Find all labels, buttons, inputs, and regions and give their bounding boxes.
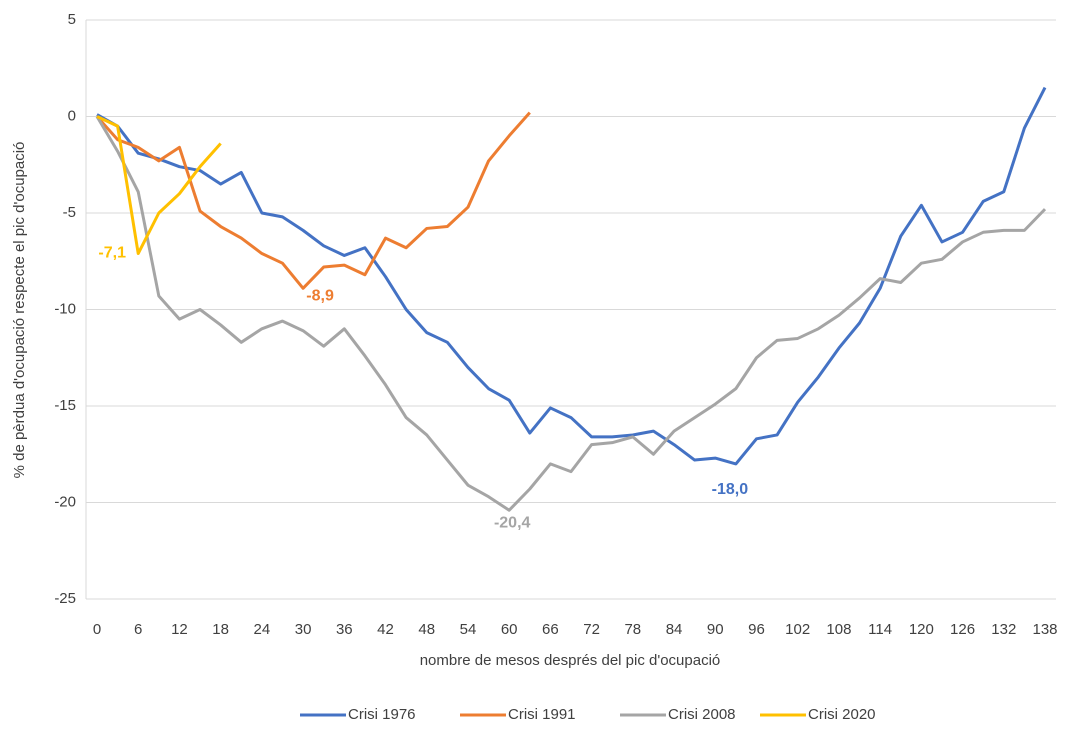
data-label: -18,0 xyxy=(712,481,749,498)
x-tick-label: 108 xyxy=(826,621,851,638)
x-tick-label: 36 xyxy=(336,621,353,638)
x-tick-label: 12 xyxy=(171,621,188,638)
y-tick-label: -20 xyxy=(54,493,76,510)
y-tick-label: 0 xyxy=(68,107,76,124)
x-tick-label: 120 xyxy=(909,621,934,638)
x-tick-label: 24 xyxy=(254,621,271,638)
y-tick-label: -15 xyxy=(54,397,76,414)
data-label: -7,1 xyxy=(98,245,126,262)
x-tick-label: 48 xyxy=(418,621,435,638)
series-line xyxy=(96,115,222,256)
y-axis-title: % de pèrdua d'ocupació respecte el pic d… xyxy=(11,142,28,479)
y-tick-label: -5 xyxy=(63,204,76,221)
data-label: -8,9 xyxy=(306,287,334,304)
series-line xyxy=(95,115,1047,512)
x-tick-label: 54 xyxy=(460,621,477,638)
x-axis-title: nombre de mesos després del pic d'ocupac… xyxy=(420,652,721,669)
x-tick-label: 30 xyxy=(295,621,312,638)
x-tick-label: 138 xyxy=(1032,621,1057,638)
y-tick-label: -25 xyxy=(54,590,76,607)
legend-label: Crisi 2008 xyxy=(668,706,736,723)
y-tick-label: -10 xyxy=(54,300,76,317)
x-tick-label: 60 xyxy=(501,621,518,638)
x-tick-label: 132 xyxy=(991,621,1016,638)
x-tick-label: 102 xyxy=(785,621,810,638)
x-tick-label: 0 xyxy=(93,621,101,638)
x-tick-label: 18 xyxy=(212,621,229,638)
legend-label: Crisi 1976 xyxy=(348,706,416,723)
legend-label: Crisi 2020 xyxy=(808,706,876,723)
x-tick-label: 42 xyxy=(377,621,394,638)
x-tick-label: 126 xyxy=(950,621,975,638)
x-tick-label: 72 xyxy=(583,621,600,638)
x-tick-label: 78 xyxy=(624,621,641,638)
x-tick-label: 96 xyxy=(748,621,765,638)
series-line xyxy=(96,86,1047,466)
y-tick-label: 5 xyxy=(68,11,76,28)
x-tick-label: 84 xyxy=(666,621,683,638)
x-tick-label: 66 xyxy=(542,621,559,638)
legend-label: Crisi 1991 xyxy=(508,706,576,723)
x-tick-label: 114 xyxy=(868,621,892,638)
data-label: -20,4 xyxy=(494,514,531,531)
x-tick-label: 90 xyxy=(707,621,724,638)
series-line xyxy=(95,111,531,290)
x-tick-label: 6 xyxy=(134,621,142,638)
